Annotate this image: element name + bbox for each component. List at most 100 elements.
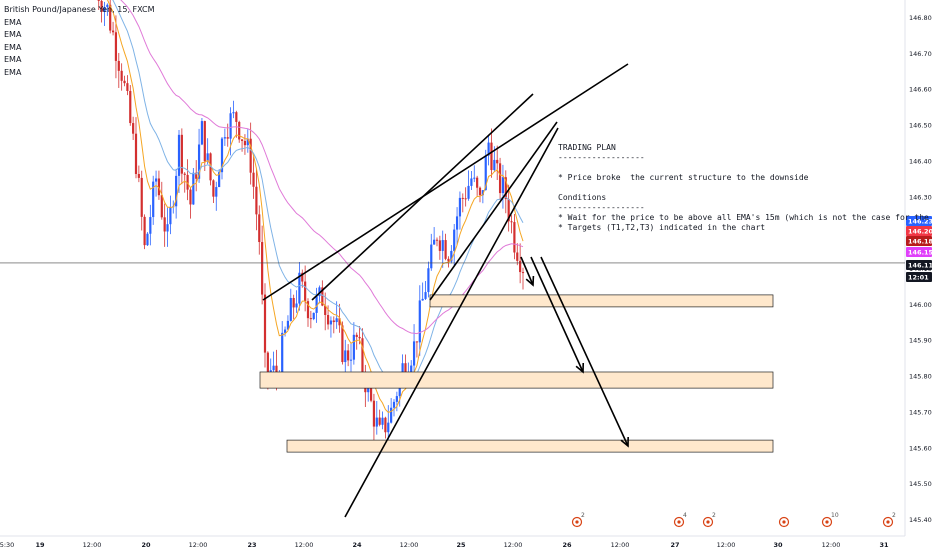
candle-body [263,294,267,353]
event-count: 4 [683,512,687,519]
candle-body [392,401,396,408]
legend-item: EMA [4,17,22,27]
target-zone-t2 [259,371,774,389]
price-tag [906,247,932,257]
projection-arrow[interactable] [530,256,584,373]
trend-line[interactable] [311,93,534,301]
x-tick-label: 12:00 [83,541,102,549]
candle-body [212,180,215,197]
price-tag [906,260,932,270]
event-marker-dot [575,520,579,524]
event-marker-dot [825,520,829,524]
candle-body [321,287,324,306]
candle-body [421,298,424,301]
candle-body [329,320,333,325]
event-marker-dot [677,520,681,524]
candle-body [175,175,178,207]
candle-body [289,297,292,321]
candle-body [149,217,152,234]
candle-body [286,320,290,330]
candle-body [507,199,510,222]
candle-body [249,138,252,173]
candle-body [410,365,413,374]
candle-body [258,214,261,243]
price-tag-label: 146.181 [908,238,932,246]
candle-body [358,336,361,339]
candle-body [183,173,186,175]
candle-body [444,240,447,259]
price-tag-label: 12:01 [908,274,929,282]
projection-arrow[interactable] [540,256,629,447]
candle-body [177,134,181,176]
x-tick-label: 12:00 [295,541,314,549]
candle-body [255,186,258,215]
candle-body [384,417,387,433]
candle-body [283,329,287,333]
candle-body [335,318,338,323]
candle-body [240,139,244,141]
candle-body [395,396,398,402]
candle-body [312,312,315,320]
y-tick-label: 145.500 [909,480,932,488]
event-count: 2 [712,512,716,519]
candle-body [275,365,278,378]
candle-body [309,318,312,320]
candle-body [415,341,419,343]
candle-body [137,173,140,178]
projection-arrow[interactable] [520,256,534,286]
candle-body [516,252,519,261]
candle-body [298,272,301,304]
candle-body [103,6,106,12]
y-tick-label: 146.600 [909,86,932,94]
price-tag-label: 146.114 [908,262,932,270]
candle-body [261,242,264,295]
trend-line[interactable] [262,63,629,301]
candle-body [447,258,450,262]
candle-body [117,60,120,71]
candle-body [450,250,453,262]
candle-body [473,177,476,179]
candle-body [140,177,143,217]
candle-body [418,300,421,343]
target-zone-t1 [429,294,774,308]
candle-body [109,4,112,31]
candle-body [332,320,335,323]
ema-fast-line [107,0,524,413]
condition-line: * Wait for the price to be above all EMA… [558,213,932,222]
plan-line: * Price broke the current structure to t… [558,173,809,182]
candle-body [220,138,224,173]
y-tick-label: 145.800 [909,373,932,381]
candle-body [229,113,232,139]
candle-body [232,112,235,114]
candle-body [369,385,373,401]
legend-item: EMA [4,55,22,64]
candle-body [292,297,295,308]
legend-item: EMA [4,30,22,39]
x-tick-label: 12:00 [717,541,736,549]
candle-body [484,155,487,191]
price-tag-label: 146.203 [908,228,932,236]
candle-body [100,0,103,12]
trend-line[interactable] [344,127,559,518]
candle-body [226,137,229,139]
candle-body [246,138,249,146]
event-marker-dot [706,520,710,524]
candle-body [375,417,378,427]
candle-body [123,80,126,84]
candle-body [464,198,467,200]
candle-body [295,303,298,308]
candle-body [427,268,430,293]
candle-body [367,385,370,393]
candle-body [189,189,192,205]
y-tick-label: 146.500 [909,122,932,130]
candle-body [352,334,355,360]
trend-line[interactable] [429,121,558,301]
event-count: 2 [581,512,585,519]
candle-body [496,159,499,164]
candle-body [304,281,307,302]
x-tick-label: 12:00 [611,541,630,549]
candle-body [281,332,284,377]
candle-body [521,272,525,274]
